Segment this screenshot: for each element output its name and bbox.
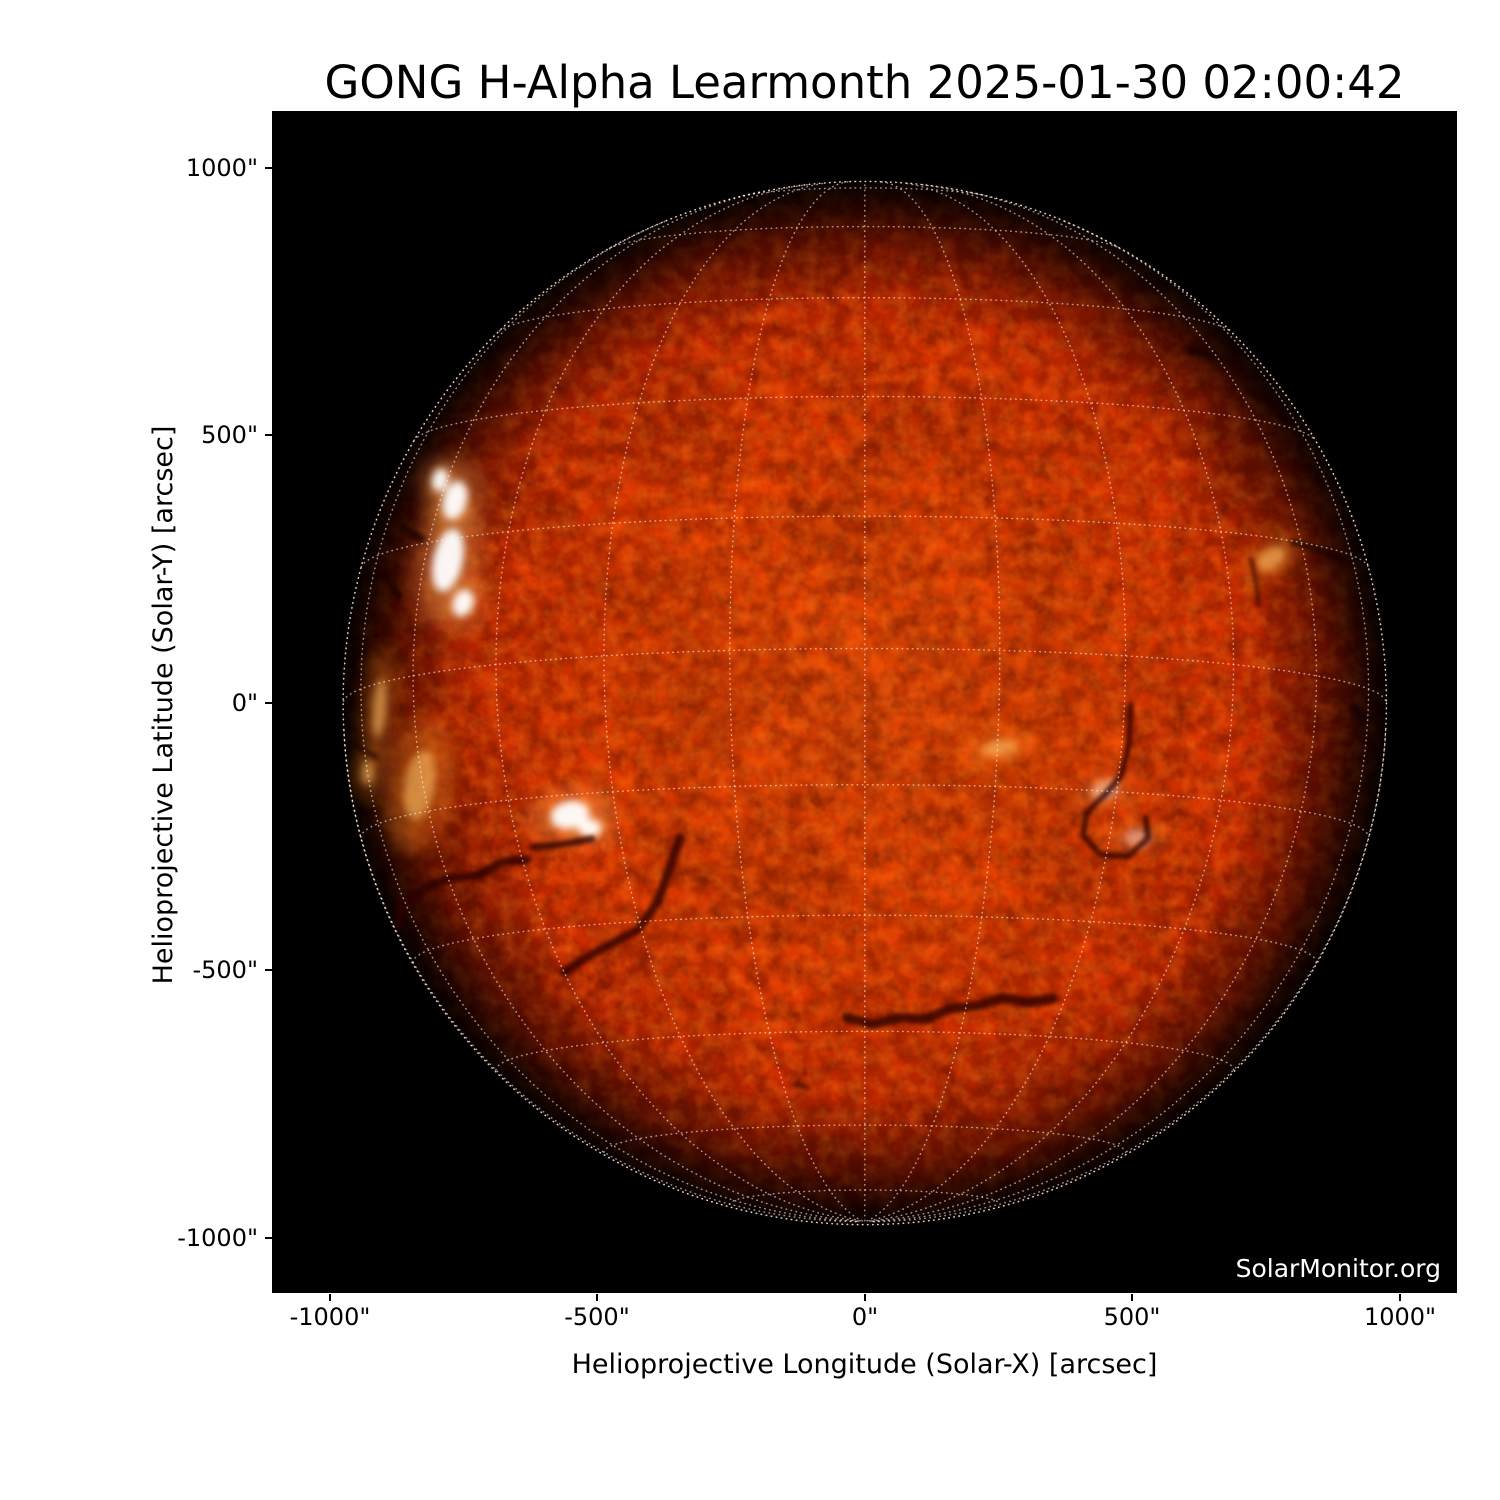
y-tick-label-3: -500" <box>192 956 258 984</box>
filament-W-limb-1 <box>1289 539 1341 562</box>
x-tick-mark-3 <box>1131 1294 1133 1301</box>
grid-meridian-line <box>866 181 1001 1222</box>
y-tick-label-0: 1000" <box>185 154 258 182</box>
plage-NE-1 <box>431 468 449 492</box>
filament-W-hook <box>1080 701 1152 860</box>
plage-NE-4 <box>452 589 474 617</box>
x-tick-label-2: 0" <box>851 1303 879 1331</box>
x-tick-mark-0 <box>329 1294 331 1301</box>
y-tick-label-4: -1000" <box>177 1224 258 1252</box>
grid-meridian-line <box>412 190 858 1223</box>
x-tick-mark-2 <box>864 1294 866 1301</box>
grid-meridian-line <box>870 183 1235 1222</box>
filament-NE-limb-2 <box>378 568 403 601</box>
x-tick-mark-1 <box>596 1294 598 1301</box>
y-tick-mark-0 <box>265 167 272 169</box>
filament-NW-limb-2 <box>1242 384 1293 420</box>
limb-circle <box>342 180 1388 1226</box>
filament-W-limb-2 <box>1248 556 1261 609</box>
figure-title: GONG H-Alpha Learmonth 2025-01-30 02:00:… <box>324 56 1405 109</box>
plage-SE-1 <box>550 800 590 830</box>
grid-meridian-line <box>495 183 860 1222</box>
grid-latitude-line <box>742 187 987 197</box>
filament-W-limb-3 <box>1349 703 1369 721</box>
grid-latitude-line <box>498 296 1231 332</box>
plot-area: SolarMonitor.org <box>272 111 1457 1293</box>
grid-latitude-line <box>608 225 1121 249</box>
filament-SE-short <box>529 835 596 851</box>
plage-E-limb-1 <box>403 750 436 820</box>
x-tick-label-1: -500" <box>564 1303 630 1331</box>
grid-latitude-line <box>342 647 1387 702</box>
grid-meridian-line <box>360 219 857 1223</box>
filament-S-dot <box>792 1080 810 1091</box>
grid-meridian-line <box>603 182 861 1222</box>
grid-meridian-line <box>871 190 1318 1223</box>
plage-C-1 <box>981 739 1018 757</box>
grid-latitude-line <box>413 395 1317 442</box>
x-axis-label: Helioprojective Longitude (Solar-X) [arc… <box>571 1349 1158 1380</box>
plage-E-limb-2 <box>361 761 374 785</box>
watermark: SolarMonitor.org <box>1235 1254 1441 1283</box>
limb-darkening <box>342 180 1388 1226</box>
plage-NE-3 <box>431 528 465 592</box>
plage-SE-2 <box>578 819 602 838</box>
grid-meridian-line <box>729 181 864 1222</box>
x-tick-mark-4 <box>1399 1294 1401 1301</box>
y-tick-mark-3 <box>265 969 272 971</box>
grid-latitude-line <box>603 1124 1127 1154</box>
y-tick-mark-2 <box>265 702 272 704</box>
filament-NW-limb-1 <box>1185 346 1244 368</box>
y-tick-label-2: 0" <box>231 689 258 717</box>
heliographic-grid <box>342 180 1387 1223</box>
y-axis-label: Helioprojective Latitude (Solar-Y) [arcs… <box>148 425 179 985</box>
plage-NE-2 <box>442 480 468 520</box>
solar-disk-image <box>272 111 1457 1293</box>
grid-meridian-line <box>872 219 1370 1223</box>
y-tick-mark-4 <box>265 1237 272 1239</box>
plage-core-layer <box>361 468 1286 847</box>
filament-SE-arc <box>560 833 685 977</box>
limb-outline <box>342 180 1388 1226</box>
plage-W-limb-1 <box>1257 546 1286 571</box>
y-tick-mark-1 <box>265 434 272 436</box>
filament-S-long <box>841 992 1059 1030</box>
filament-layer <box>349 338 1369 1091</box>
x-tick-label-4: 1000" <box>1363 1303 1437 1331</box>
x-tick-label-0: -1000" <box>289 1303 371 1331</box>
filament-NE-limb-1 <box>395 521 425 543</box>
plage-E-limb-3 <box>372 679 387 738</box>
y-tick-label-1: 500" <box>201 421 258 449</box>
filament-SE-long <box>393 855 532 930</box>
grid-meridian-line <box>868 182 1127 1222</box>
x-tick-label-3: 500" <box>1103 1303 1161 1331</box>
